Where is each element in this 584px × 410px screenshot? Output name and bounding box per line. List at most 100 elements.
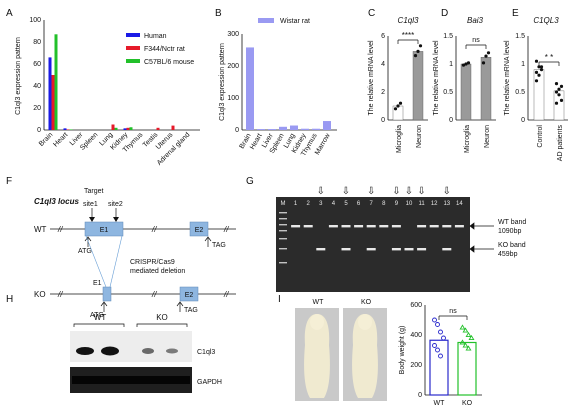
chart-b-bar: [279, 126, 287, 130]
blot-wt-label: WT: [94, 313, 107, 322]
panel-letter-d: D: [441, 8, 448, 19]
chart-a-bar: [48, 57, 52, 130]
chart-e-point: [539, 65, 544, 69]
chart-i-sig-label: ns: [449, 308, 457, 315]
chart-d-bar: [460, 63, 472, 121]
chart-e-point: [537, 65, 541, 69]
chart-b-bar: [268, 129, 276, 130]
chart-i-ytick: 0: [418, 392, 422, 399]
gel-ko-band: [442, 248, 452, 251]
chart-d-ylabel: The relative mRNA level: [433, 40, 440, 116]
chart-d-ytick: 0: [449, 117, 453, 124]
chart-c-bars: [392, 44, 424, 121]
photo-wt-label: WT: [313, 299, 325, 306]
legend-swatch-human: [126, 33, 140, 37]
ko-exon-e1-label: E1: [93, 280, 102, 287]
legend-swatch-c57: [126, 59, 140, 63]
chart-c-xticks: Microglia Neuron: [396, 125, 423, 153]
wt-exon-e2: [189, 221, 209, 237]
chart-e-point: [534, 59, 539, 63]
wt-atg-label: ATG: [78, 248, 92, 255]
chart-a-bar: [111, 124, 115, 130]
chart-a-xtick: Heart: [52, 131, 69, 148]
chart-i-point: [435, 347, 440, 353]
gel-wt-band: [366, 225, 376, 228]
chart-e-point: [534, 79, 539, 83]
panel-letter-a: A: [6, 8, 13, 19]
site2-arrowhead: [113, 217, 119, 222]
chart-e-point: [557, 93, 561, 97]
chart-d-point: [466, 61, 471, 65]
chart-b-bar: [301, 128, 309, 130]
site2-label: site2: [108, 201, 123, 208]
chart-a-legend: Human F344/Nctr rat C57BL/6 mouse: [126, 33, 194, 66]
chart-i-xtick: KO: [462, 400, 473, 407]
chart-a-bar: [51, 75, 55, 130]
chart-b-ylabel: C1ql3 expression pattern: [219, 43, 226, 121]
chart-e-point: [554, 90, 559, 94]
chart-b-ytick: 0: [235, 127, 239, 134]
ko-atg-arrow: [100, 301, 108, 312]
chart-a-ytick: 60: [33, 61, 41, 68]
gel-ladder-band: [279, 238, 287, 240]
gel-ko-band: [366, 248, 376, 251]
chart-a-xticks: Brain Heart Liver Spleen Lung Kidney Thy…: [38, 131, 192, 167]
chart-i-point: [468, 334, 475, 341]
ko-break-left: //: [57, 290, 63, 299]
chart-e-ticks: 0 0.5 1 1.5: [515, 33, 525, 124]
gel-ko-band: [341, 248, 351, 251]
chart-d-ticks: 0 0.5 1 1.5: [443, 33, 453, 124]
chart-d-xtick: Neuron: [484, 125, 491, 148]
chart-b-bar: [290, 125, 298, 130]
panel-letter-b: B: [215, 8, 222, 19]
wt-break-mid: //: [151, 225, 157, 234]
panel-letter-g: G: [246, 176, 254, 187]
chart-i-ytick: 200: [410, 362, 422, 369]
chart-c-point: [398, 101, 403, 105]
ko-exon-e2: [179, 286, 199, 302]
chart-d-sig-label: ns: [472, 37, 480, 44]
blot-gapdh-label: GAPDH: [197, 379, 222, 386]
chart-e: C1QL3 0 0.5 1 1.5 The relative mRNA leve…: [504, 16, 568, 161]
chart-c-ytick: 2: [381, 89, 385, 96]
chart-a-bars: [48, 34, 175, 130]
legend-label-human: Human: [144, 33, 167, 40]
chart-a-bar: [171, 125, 175, 130]
blot-c1ql3-label: C1ql3: [197, 349, 215, 356]
gel-lane-label: 6: [357, 201, 361, 207]
chart-e-point: [534, 70, 539, 74]
chart-i-bar: [457, 341, 477, 396]
chart-e-xticks: Control AD patients: [537, 125, 564, 162]
gel-lane-label: M: [281, 201, 286, 207]
gel-lane-label: 12: [431, 201, 438, 207]
chart-a-bar: [123, 128, 127, 130]
gel-lane-arrow: ⇩: [443, 186, 451, 197]
wt-tag-label: TAG: [212, 242, 226, 249]
chart-i-ytick: 400: [410, 332, 422, 339]
chart-c-ylabel: The relative mRNA level: [368, 40, 375, 116]
chart-e-ytick: 0: [521, 117, 525, 124]
chart-d-ytick: 1: [449, 61, 453, 68]
ko-tag-arrow: [176, 301, 184, 312]
wt-exon-e2-label: E2: [195, 227, 204, 234]
chart-i-bars: [429, 317, 477, 396]
chart-e-point: [537, 73, 541, 77]
chart-a-bar: [126, 127, 130, 130]
gel-wt-band: [429, 225, 439, 228]
blot-ko-label: KO: [156, 313, 168, 322]
chart-d-point: [464, 62, 468, 66]
wt-band-label: WT band: [498, 219, 526, 226]
chart-e-point: [554, 101, 559, 105]
chart-a-ytick: 40: [33, 83, 41, 90]
chart-b-ytick: 300: [227, 31, 239, 38]
ko-band-label: KO band: [498, 242, 526, 249]
panel-letter-f: F: [6, 176, 12, 187]
chart-e-point: [557, 87, 561, 91]
gel-ko-band: [391, 248, 401, 251]
chart-c: C1ql3 0 2 4 6 The relative mRNA level **…: [368, 16, 428, 153]
wt-break-right: //: [223, 225, 229, 234]
chart-a-bar: [156, 127, 160, 130]
chart-d-title: Bai3: [467, 16, 484, 25]
deletion-label-line2: mediated deletion: [130, 268, 185, 275]
